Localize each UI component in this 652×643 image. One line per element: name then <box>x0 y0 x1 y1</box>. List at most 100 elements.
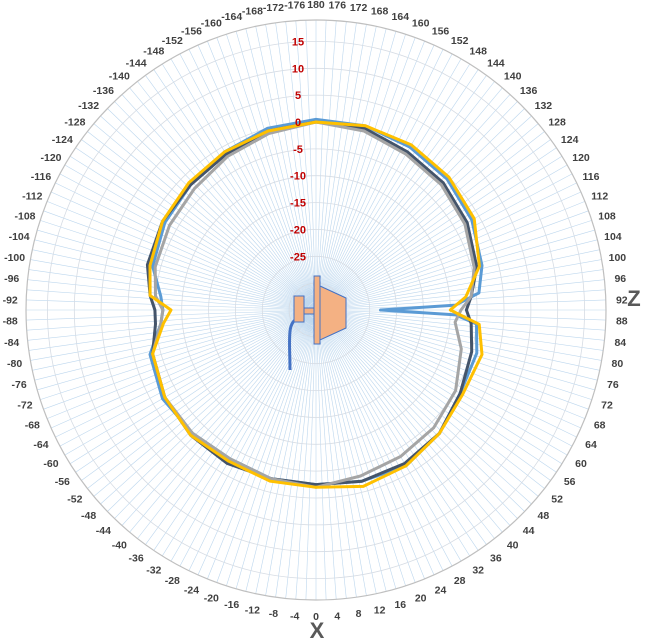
grid-spoke <box>30 259 317 311</box>
radial-tick-labels: 15 10 5 0 -5 -10 -15 -20 -25 <box>290 36 306 263</box>
angle-tick-label: -72 <box>17 400 32 412</box>
angle-tick-label: -16 <box>224 599 239 611</box>
grid-spoke <box>30 309 317 361</box>
angle-tick-label: -24 <box>184 585 199 597</box>
grid-ring <box>261 255 371 365</box>
angle-tick-label: 52 <box>551 493 563 505</box>
grid-spoke <box>315 309 406 586</box>
grid-spoke <box>315 34 406 311</box>
grid-spoke <box>69 309 317 464</box>
speaker-plate <box>313 275 321 345</box>
angle-tick-label: -36 <box>129 553 144 565</box>
angle-tick-label: -116 <box>31 171 52 183</box>
grid-spoke <box>28 309 317 351</box>
grid-spoke <box>81 309 317 481</box>
grid-spoke <box>26 289 317 311</box>
angle-tick-label: 60 <box>575 458 587 470</box>
angle-tick-label: 176 <box>329 0 347 12</box>
grid-spoke <box>315 40 425 311</box>
grid-spoke <box>315 309 327 600</box>
angle-tick-label: -80 <box>7 358 22 370</box>
grid-spoke <box>162 309 317 557</box>
series-line-2 <box>151 120 476 489</box>
angle-tick-label: -148 <box>143 46 164 58</box>
angle-tick-label: -128 <box>64 117 85 129</box>
angle-tick-label: 68 <box>594 420 606 432</box>
angle-tick-label: 4 <box>334 610 340 622</box>
grid-spoke <box>81 139 317 311</box>
grid-spoke <box>100 309 317 505</box>
angle-tick-label: -48 <box>81 510 96 522</box>
grid-spoke <box>315 131 545 311</box>
angle-tick-label: 72 <box>601 400 613 412</box>
angle-tick-label: 132 <box>535 100 553 112</box>
angle-tick-label: 84 <box>614 337 626 349</box>
angle-tick-label: 148 <box>469 46 487 58</box>
grid-spoke <box>315 309 532 505</box>
angle-tick-label: 120 <box>572 152 590 164</box>
grid-spoke <box>315 309 545 489</box>
angle-tick-label: 152 <box>451 35 469 47</box>
grid-spoke <box>295 309 317 600</box>
radial-tick-label: -5 <box>293 144 303 156</box>
angle-tick-label: 160 <box>412 18 430 30</box>
angle-tick-label: -12 <box>245 604 260 616</box>
angle-tick-label: -40 <box>112 539 127 551</box>
angle-tick-label: -100 <box>4 252 25 264</box>
angle-tick-labels: 180 176 172 168 1641601561521481441401361321… <box>3 0 628 623</box>
polar-grid <box>25 19 607 601</box>
grid-spoke <box>114 101 317 311</box>
grid-ring <box>73 67 559 553</box>
angle-tick-label: 164 <box>392 11 410 23</box>
radial-tick-label: -25 <box>290 251 306 263</box>
angle-tick-label: 48 <box>538 510 550 522</box>
x-axis-label: X <box>310 618 325 643</box>
angle-tick-label: -76 <box>12 379 27 391</box>
angle-tick-label: 8 <box>356 608 362 620</box>
grid-spoke <box>305 20 317 311</box>
angle-tick-label: -108 <box>14 210 35 222</box>
angle-tick-label: 20 <box>415 593 427 605</box>
grid-spoke <box>226 309 317 586</box>
grid-spoke <box>315 309 367 596</box>
angle-tick-label: -32 <box>146 565 161 577</box>
angle-tick-label: -112 <box>22 190 43 202</box>
grid-spoke <box>315 201 586 311</box>
angle-tick-label: 168 <box>371 6 389 18</box>
angle-tick-label: 92 <box>616 294 628 306</box>
radial-tick-label: -20 <box>290 224 306 236</box>
angle-tick-label: 96 <box>614 273 626 285</box>
angle-tick-label: -64 <box>33 439 48 451</box>
grid-spoke <box>315 53 453 311</box>
grid-spoke <box>315 21 347 311</box>
radial-tick-label: -15 <box>290 198 306 210</box>
angle-tick-label: -132 <box>78 100 99 112</box>
angle-tick-label: 36 <box>490 553 502 565</box>
grid-ring <box>100 94 532 526</box>
angle-tick-label: -92 <box>3 294 18 306</box>
angle-tick-label: 16 <box>394 599 406 611</box>
grid-ring <box>208 202 424 418</box>
angle-tick-label: 80 <box>612 358 624 370</box>
angle-tick-label: 40 <box>507 539 519 551</box>
angle-tick-label: 116 <box>583 171 600 183</box>
grid-spoke <box>27 279 317 311</box>
grid-spoke <box>40 220 317 311</box>
angle-tick-label: -168 <box>242 6 263 18</box>
angle-tick-label: 180 <box>307 0 325 11</box>
radial-tick-label: 5 <box>295 90 301 102</box>
angle-tick-label: 88 <box>616 316 628 328</box>
grid-spoke <box>315 108 525 311</box>
grid-spoke <box>315 309 337 600</box>
angle-tick-label: -44 <box>96 525 111 537</box>
angle-tick-label: 44 <box>523 525 535 537</box>
radial-tick-label: -10 <box>290 171 306 183</box>
angle-tick-label: 0 <box>313 611 319 623</box>
grid-spoke <box>315 101 518 311</box>
angle-tick-label: 112 <box>591 190 608 202</box>
grid-spoke <box>145 75 317 311</box>
angle-tick-label: -120 <box>40 152 61 164</box>
angle-tick-label: 108 <box>598 210 616 222</box>
grid-spoke <box>315 20 327 311</box>
angle-tick-label: -52 <box>67 493 82 505</box>
